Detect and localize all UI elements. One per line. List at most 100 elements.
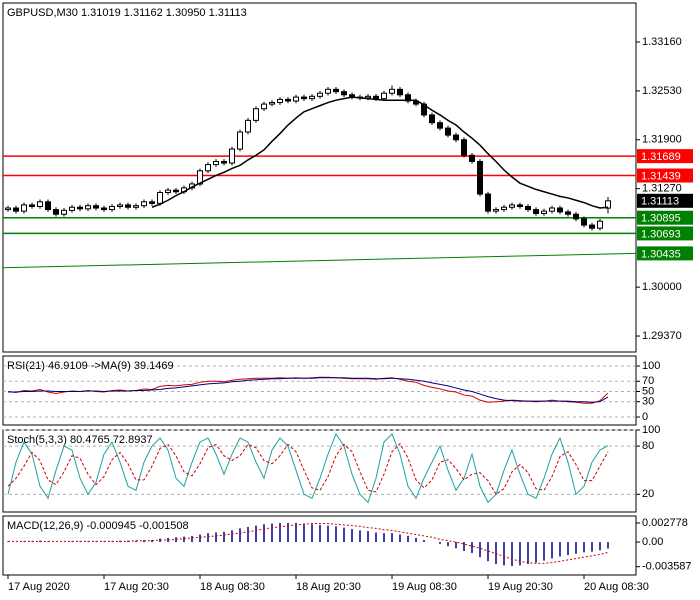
candle-body — [245, 119, 251, 133]
candle-body — [533, 209, 539, 214]
candle-body — [397, 88, 403, 96]
candle-body — [5, 207, 11, 211]
y-tick-label: 70 — [642, 375, 654, 387]
candle-body — [485, 193, 491, 212]
x-tick-label: 20 Aug 08:30 — [584, 581, 649, 593]
candle-body — [221, 160, 227, 164]
candle-body — [125, 204, 131, 208]
candle-body — [253, 108, 259, 121]
candle-body — [261, 103, 267, 110]
candle-body — [301, 96, 307, 100]
panel-title: GBPUSD,M30 1.31019 1.31162 1.30950 1.311… — [7, 7, 247, 19]
candle-body — [165, 189, 171, 194]
candle-body — [101, 207, 107, 211]
indicator-line — [8, 377, 609, 403]
candle-body — [285, 98, 291, 102]
candle-body — [133, 205, 139, 208]
y-tick-label: 1.29370 — [642, 330, 682, 342]
y-tick-label: 30 — [642, 396, 654, 408]
x-tick-label: 17 Aug 20:30 — [104, 581, 169, 593]
panel-frame — [2, 515, 637, 576]
candle-body — [213, 160, 219, 166]
y-tick-label: 0.002778 — [642, 517, 688, 529]
candle-body — [45, 201, 51, 211]
candle-body — [37, 201, 43, 207]
candle-body — [589, 224, 595, 229]
candle-body — [477, 160, 483, 195]
trendline — [2, 252, 637, 269]
candle-body — [381, 92, 387, 100]
x-tick-label: 18 Aug 20:30 — [296, 581, 361, 593]
price-tag — [637, 168, 693, 183]
candle-body — [333, 88, 339, 93]
x-tick-label: 17 Aug 2020 — [8, 581, 70, 593]
y-tick-label: 0 — [642, 411, 648, 423]
candle-body — [365, 95, 371, 99]
price-tag-label: 1.30895 — [641, 213, 681, 225]
candle-body — [29, 204, 35, 207]
candle-body — [461, 139, 467, 156]
candle-body — [509, 204, 515, 208]
candle-body — [581, 218, 587, 226]
panel-title: MACD(12,26,9) -0.000945 -0.001508 — [7, 520, 189, 532]
candle-body — [317, 92, 323, 97]
candle-body — [205, 164, 211, 172]
y-tick-label: 1.31270 — [642, 183, 682, 195]
panel-title: RSI(21) 46.9109 ->MA(9) 39.1469 — [7, 360, 174, 372]
candle-body — [453, 134, 459, 141]
y-tick-label: 20 — [642, 488, 654, 500]
price-tag-label: 1.31439 — [641, 170, 681, 182]
x-tick-label: 19 Aug 20:30 — [488, 581, 553, 593]
candle-body — [597, 220, 603, 229]
price-tag — [637, 193, 693, 208]
candle-body — [557, 207, 563, 213]
y-tick-label: 1.31900 — [642, 134, 682, 146]
candle-body — [325, 88, 331, 94]
candle-body — [405, 94, 411, 102]
candle-body — [109, 205, 115, 211]
candle-body — [117, 204, 123, 207]
candle-body — [269, 102, 275, 105]
price-tag-label: 1.31113 — [641, 196, 679, 208]
moving-average — [151, 96, 609, 209]
y-tick-label: 100 — [642, 424, 660, 436]
candle-body — [389, 88, 395, 94]
candle-body — [85, 205, 91, 210]
y-tick-label: 1.32530 — [642, 85, 682, 97]
panel-frame — [2, 355, 637, 426]
price-tag-label: 1.31689 — [641, 151, 681, 163]
candle-body — [149, 201, 155, 204]
price-tag — [637, 210, 693, 225]
candle-body — [517, 204, 523, 207]
candle-body — [173, 189, 179, 193]
candle-body — [525, 205, 531, 211]
candle-body — [293, 96, 299, 102]
candle-body — [229, 148, 235, 164]
candle-body — [69, 206, 75, 211]
candle-body — [605, 200, 611, 209]
candle-body — [13, 207, 19, 212]
y-tick-label: 80 — [642, 440, 654, 452]
candle-body — [77, 206, 83, 210]
price-tag — [637, 246, 693, 261]
candle-body — [237, 131, 243, 150]
candle-body — [157, 192, 163, 204]
x-tick-label: 19 Aug 08:30 — [392, 581, 457, 593]
indicator-line — [7, 442, 609, 496]
panel-frame — [2, 2, 637, 353]
candle-body — [93, 205, 99, 209]
x-tick-label: 18 Aug 08:30 — [200, 581, 265, 593]
signal-line — [8, 523, 609, 564]
price-tag — [637, 226, 693, 241]
y-tick-label: 1.30000 — [642, 281, 682, 293]
candle-body — [341, 91, 347, 96]
y-tick-label: 1.33160 — [642, 36, 682, 48]
y-tick-label: 0.00 — [642, 536, 663, 548]
candle-body — [61, 209, 67, 215]
panel-title: Stoch(5,3,3) 80.4765 72.8937 — [7, 434, 153, 446]
y-tick-label: -0.003587 — [642, 561, 692, 573]
candle-body — [445, 127, 451, 136]
candle-body — [309, 95, 315, 100]
candle-body — [565, 211, 571, 215]
